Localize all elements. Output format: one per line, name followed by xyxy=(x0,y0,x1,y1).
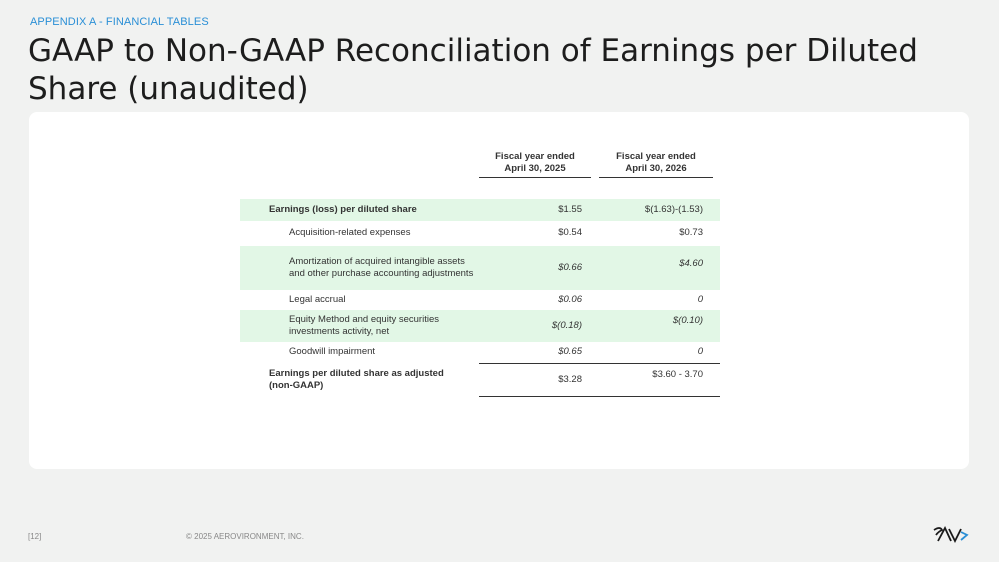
table-row: Acquisition-related expenses $0.54 $0.73 xyxy=(240,222,720,244)
row-label: Legal accrual xyxy=(289,294,346,305)
row-value-fy2026: $0.73 xyxy=(679,227,703,238)
row-label: Equity Method and equity securities inve… xyxy=(289,314,439,337)
row-value-fy2026: $4.60 xyxy=(679,258,703,269)
table-row: Equity Method and equity securities inve… xyxy=(240,310,720,342)
table-row-total: Earnings per diluted share as adjusted (… xyxy=(240,364,720,396)
row-value-fy2025: $0.06 xyxy=(558,294,582,305)
page-title: GAAP to Non-GAAP Reconciliation of Earni… xyxy=(28,33,918,107)
row-value-fy2026: $3.60 - 3.70 xyxy=(652,369,703,380)
av-logo-icon xyxy=(932,525,970,549)
table-row: Legal accrual $0.06 0 xyxy=(240,290,720,310)
column-header-fy2026: Fiscal year ended April 30, 2026 xyxy=(599,144,713,178)
row-value-fy2025: $3.28 xyxy=(558,374,582,385)
row-value-fy2025: $0.65 xyxy=(558,346,582,357)
copyright: © 2025 AEROVIRONMENT, INC. xyxy=(186,532,304,541)
stray-dot xyxy=(300,100,301,101)
col2-header-text: Fiscal year ended April 30, 2026 xyxy=(616,151,696,174)
row-value-fy2026: $(0.10) xyxy=(672,315,703,326)
row-value-fy2025: $1.55 xyxy=(558,204,582,215)
column-header-fy2025: Fiscal year ended April 30, 2025 xyxy=(479,144,591,178)
table-row: Goodwill impairment $0.65 0 xyxy=(240,342,720,362)
row-label: Acquisition-related expenses xyxy=(289,227,411,238)
row-label: Earnings per diluted share as adjusted (… xyxy=(269,368,444,391)
total-rule-bottom xyxy=(479,396,720,397)
row-value-fy2025: $0.66 xyxy=(558,262,582,273)
kicker: APPENDIX A - FINANCIAL TABLES xyxy=(30,16,209,28)
row-value-fy2026: 0 xyxy=(697,346,703,357)
row-value-fy2025: $(0.18) xyxy=(551,320,582,331)
col1-header-text: Fiscal year ended April 30, 2025 xyxy=(495,151,575,174)
row-value-fy2025: $0.54 xyxy=(558,227,582,238)
table-row: Earnings (loss) per diluted share $1.55 … xyxy=(240,199,720,221)
row-label: Amortization of acquired intangible asse… xyxy=(289,256,474,279)
total-rule-top xyxy=(479,363,720,364)
table-row: Amortization of acquired intangible asse… xyxy=(240,246,720,290)
page-number: [12] xyxy=(28,532,42,541)
row-label: Earnings (loss) per diluted share xyxy=(269,204,417,215)
row-label: Goodwill impairment xyxy=(289,346,376,357)
row-value-fy2026: 0 xyxy=(697,294,703,305)
table-card: Fiscal year ended April 30, 2025 Fiscal … xyxy=(29,112,969,469)
row-value-fy2026: $(1.63)-(1.53) xyxy=(644,204,703,215)
